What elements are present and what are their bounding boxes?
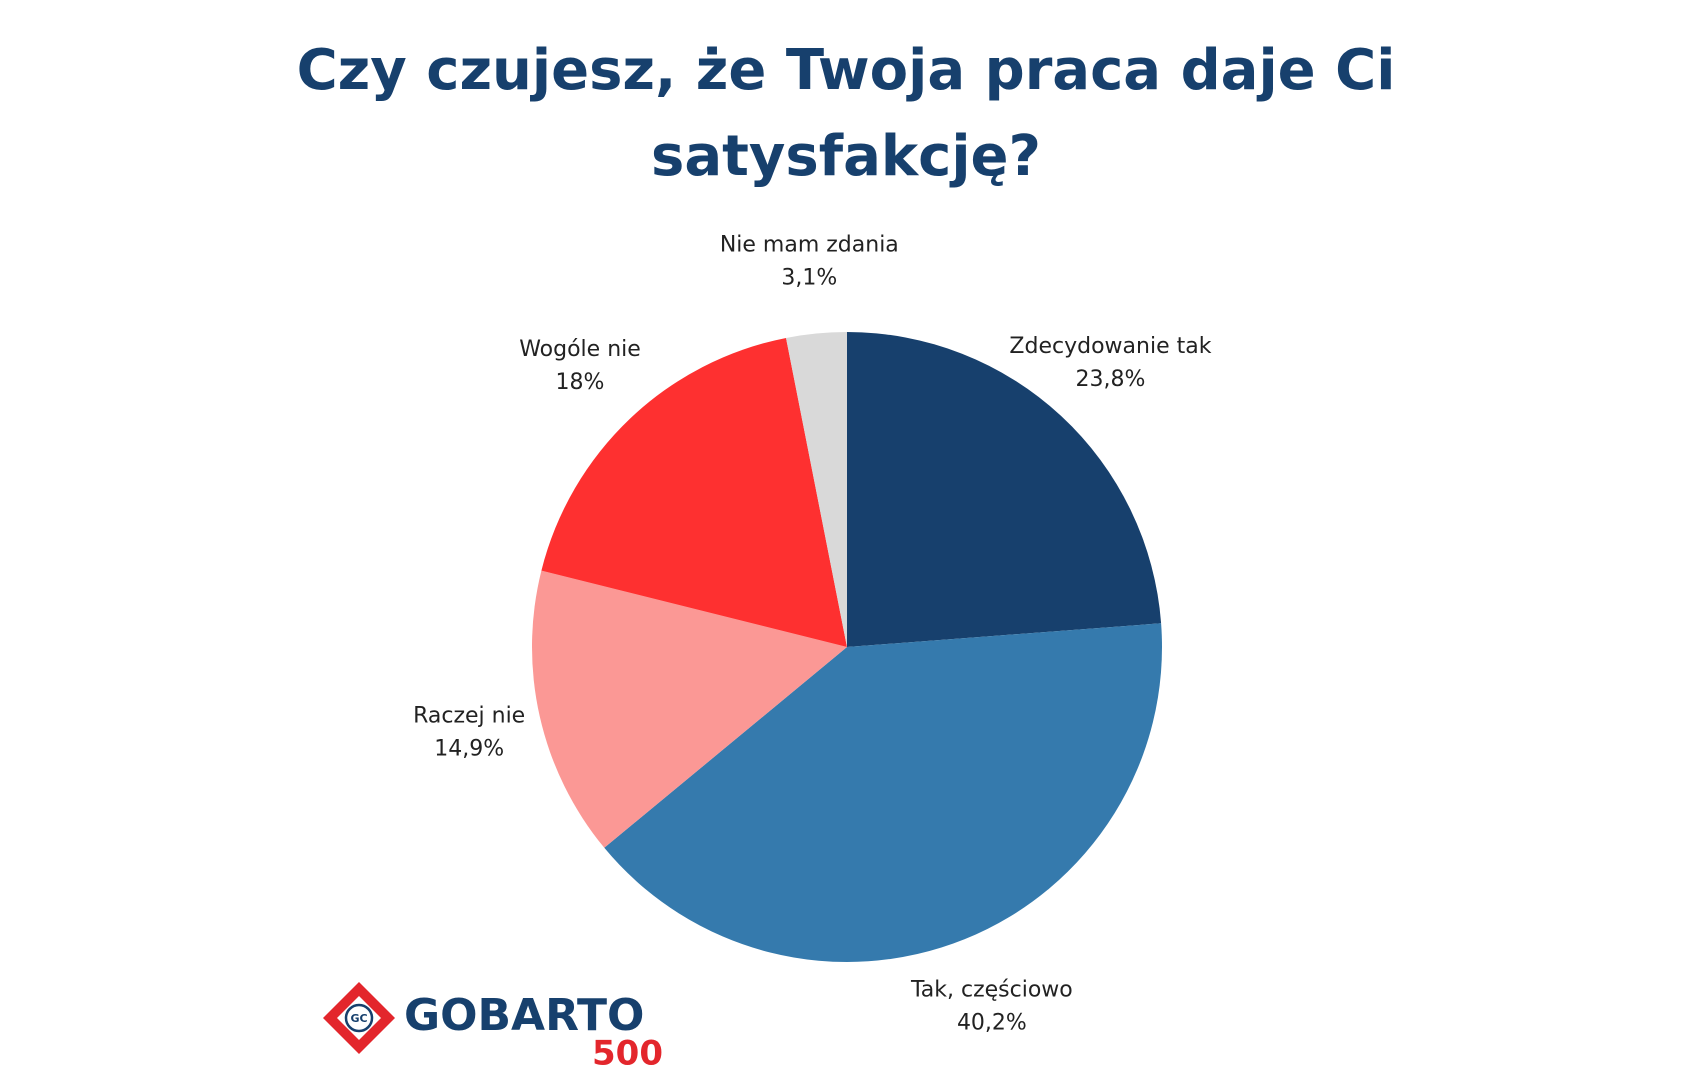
- logo-ring: [344, 1003, 374, 1033]
- pie-slice: [604, 623, 1163, 963]
- pie-slice: [541, 337, 847, 647]
- pie-slice: [847, 332, 1162, 647]
- slice-label: Zdecydowanie tak: [1009, 334, 1211, 359]
- value-label: 14,9%: [434, 737, 504, 762]
- slice-label: Nie mam zdania: [720, 232, 899, 257]
- slice-label: Raczej nie: [413, 704, 525, 729]
- value-label: 3,1%: [781, 265, 837, 290]
- slice-label: Tak, częściowo: [910, 977, 1073, 1002]
- chart-title: Czy czujesz, że Twoja praca daje Ci saty…: [296, 38, 1396, 189]
- value-label: 18%: [556, 370, 605, 395]
- logo-number: 500: [592, 1034, 663, 1074]
- logo-badge: GC: [350, 1012, 367, 1025]
- pie-slice: [786, 332, 847, 647]
- value-label: 40,2%: [957, 1010, 1027, 1035]
- logo-inner: [337, 996, 381, 1040]
- slice-label: Wogóle nie: [519, 337, 641, 362]
- logo: GC GOBARTO 500: [323, 982, 663, 1074]
- value-label: 23,8%: [1076, 367, 1146, 392]
- pie-slice: [532, 570, 847, 848]
- logo-name: GOBARTO: [404, 990, 644, 1041]
